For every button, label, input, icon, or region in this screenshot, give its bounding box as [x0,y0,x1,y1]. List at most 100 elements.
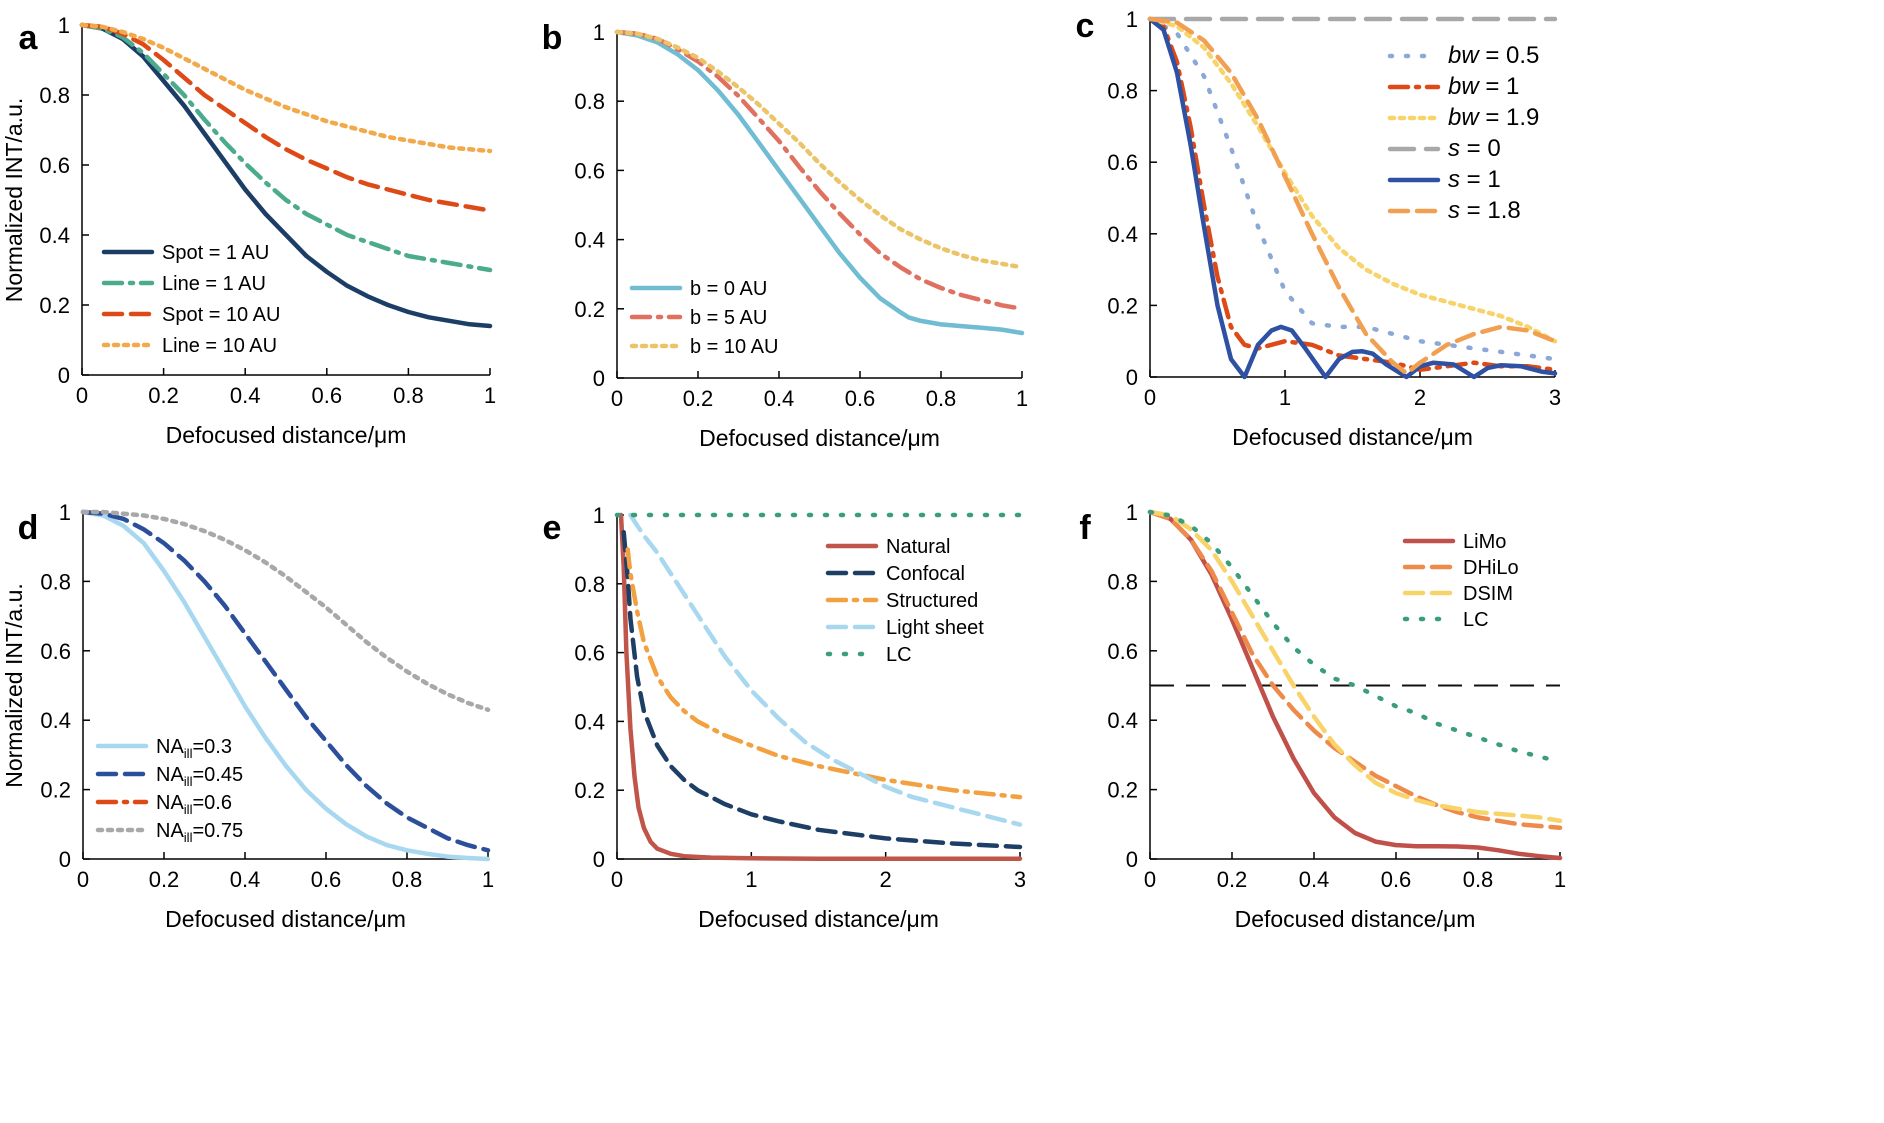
legend: LiMo DHiLo DSIM LC [1402,531,1519,631]
y-tick-label: 1 [59,500,71,525]
panel-a: a 0 0.2 0.4 0.6 0.8 1 0 0.2 0.4 0.6 0.8 1 Defocused d… [1,13,496,448]
x-tick-label: 1 [1554,867,1566,892]
legend-label: bw = 0.5 [1448,42,1539,69]
legend-label: LC [1463,609,1489,631]
x-tick-label: 0 [1144,867,1156,892]
x-tick-label: 1 [1279,385,1291,410]
x-tick-label: 0 [76,383,88,408]
panel-d: d 0 0.2 0.4 0.6 0.8 1 0 0.2 0.4 0.6 0.8 1 Defocused d… [1,500,494,932]
y-tick-label: 0.8 [574,89,605,114]
series-line [625,547,1023,800]
x-tick-label: 0.6 [1381,867,1412,892]
x-axis-label: Defocused distance/μm [1235,906,1476,932]
legend-label: Natural [886,536,950,558]
legend-value: = 1 [1479,73,1520,100]
legend-var: s [1448,135,1460,162]
x-axis-label: Defocused distance/μm [699,425,940,451]
y-tick-label: 0 [58,363,70,388]
y-tick-label: 0.4 [574,228,605,253]
x-tick-label: 0.2 [149,867,180,892]
series-line [618,512,1023,861]
x-axis-label: Defocused distance/μm [166,422,407,448]
x-tick-label: 0.8 [393,383,424,408]
legend-label: Line = 1 AU [162,273,266,295]
legend-value: =0.45 [192,764,243,786]
y-tick-label: 1 [593,503,605,528]
series-line [80,509,491,713]
series-line [80,509,491,862]
legend-prefix: NA [156,792,184,814]
y-tick-label: 1 [593,20,605,45]
y-tick-label: 0.2 [574,778,605,803]
series-line [614,29,1025,270]
y-tick-label: 0.4 [574,709,605,734]
legend-value: = 0 [1460,135,1501,162]
legend-label: s = 1 [1448,166,1501,193]
y-tick-label: 0 [1126,847,1138,872]
legend-prefix: NA [156,820,184,842]
series-line [80,509,491,853]
y-tick-label: 0.2 [1107,778,1138,803]
y-tick-label: 0 [1126,365,1138,390]
panel-letter: d [18,509,39,547]
legend-label: NAill=0.3 [156,736,232,761]
legend-label: b = 0 AU [690,278,767,300]
x-tick-label: 0.4 [230,867,261,892]
panel-letter: e [543,509,562,547]
series-line [614,29,1025,336]
series-line [1147,16,1558,380]
panel-f: f 0 0.2 0.4 0.6 0.8 1 0 0.2 0.4 0.6 0.8 1 Defocused d… [1079,500,1566,932]
series-line [1147,509,1563,831]
legend-label: bw = 1 [1448,73,1519,100]
y-tick-label: 0.8 [39,83,70,108]
legend-value: = 1 [1460,166,1501,193]
y-tick-label: 0.2 [1107,293,1138,318]
legend-label: Spot = 1 AU [162,242,269,264]
y-tick-label: 1 [1126,500,1138,525]
y-tick-label: 0.8 [1107,569,1138,594]
x-axis-label: Defocused distance/μm [698,906,939,932]
legend-subscript: ill [184,830,193,845]
x-tick-label: 0.8 [1463,867,1494,892]
legend-label: DHiLo [1463,557,1519,579]
legend-var: bw [1448,104,1480,131]
legend-value: = 1.9 [1479,104,1540,131]
x-tick-label: 0 [611,867,623,892]
legend-value: = 0.5 [1479,42,1540,69]
y-tick-label: 0.4 [1107,222,1138,247]
series-line [621,529,1023,850]
x-tick-label: 2 [880,867,892,892]
legend-label: NAill=0.6 [156,792,232,817]
legend: Natural Confocal Structured Light sheet LC [825,536,984,666]
x-tick-label: 0.4 [764,386,795,411]
y-tick-label: 0.6 [39,153,70,178]
x-tick-label: 0 [611,386,623,411]
legend-label: LC [886,644,912,666]
x-tick-label: 0.8 [392,867,423,892]
x-tick-label: 1 [482,867,494,892]
y-axis-label: Normalized INT/a.u. [1,98,27,303]
legend: Spot = 1 AU Line = 1 AU Spot = 10 AU Line =… [101,242,280,357]
legend-prefix: NA [156,764,184,786]
series-line [1147,16,1558,362]
legend-label: s = 1.8 [1448,197,1521,224]
y-tick-label: 0.6 [40,639,71,664]
panel-c: c 0 1 2 3 0 0.2 0.4 0.6 0.8 1 Defocused distance/μm… [1076,7,1562,450]
panel-e: e 0 1 2 3 0 0.2 0.4 0.6 0.8 1 Defocused distance/μm… [543,503,1027,932]
legend-var: s [1448,197,1460,224]
y-tick-label: 0 [59,847,71,872]
legend: bw = 0.5bw = 1bw = 1.9s = 0s = 1s = 1.8 [1387,42,1540,224]
x-tick-label: 1 [1016,386,1028,411]
y-tick-label: 0.8 [1107,79,1138,104]
x-axis-label: Defocused distance/μm [165,906,406,932]
y-tick-label: 0.2 [39,293,70,318]
x-tick-label: 1 [745,867,757,892]
y-tick-label: 0 [593,847,605,872]
y-tick-label: 1 [1126,7,1138,32]
y-tick-label: 0 [593,366,605,391]
x-axis-label: Defocused distance/μm [1232,424,1473,450]
x-tick-label: 0.4 [230,383,261,408]
y-tick-label: 0.2 [574,297,605,322]
y-tick-label: 0.4 [40,708,71,733]
